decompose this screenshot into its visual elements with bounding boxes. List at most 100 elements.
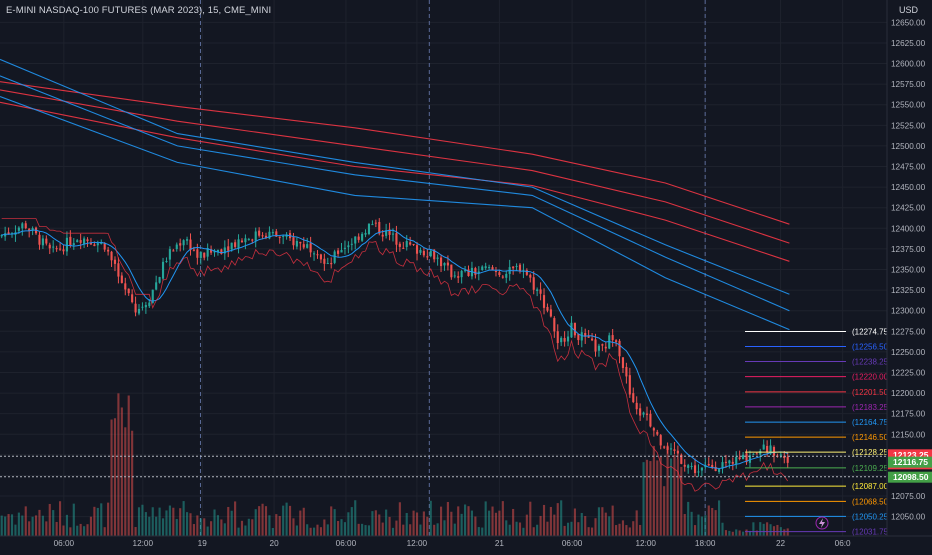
- price-tick-label: 12375.00: [891, 245, 926, 254]
- candle-body: [573, 322, 576, 336]
- volume-bar: [319, 527, 322, 536]
- candle-body: [632, 393, 635, 403]
- candle-body: [275, 231, 278, 237]
- volume-bar: [89, 516, 93, 536]
- candle-body: [494, 271, 498, 273]
- volume-bar: [62, 525, 65, 536]
- volume-bar: [295, 525, 298, 536]
- volume-bar: [560, 500, 563, 536]
- level-label: (12183.25): [852, 403, 891, 412]
- price-tick-label: 12425.00: [891, 204, 926, 213]
- volume-bar: [512, 508, 515, 536]
- volume-bar: [124, 427, 127, 536]
- candle-body: [549, 309, 552, 317]
- candle-body: [680, 454, 683, 464]
- candle-body: [83, 238, 86, 245]
- volume-bar: [264, 506, 268, 536]
- volume-bar: [549, 506, 552, 536]
- volume-bar: [546, 521, 549, 536]
- candle-body: [343, 247, 347, 249]
- volume-bar: [41, 515, 44, 536]
- volume-bar: [611, 505, 614, 536]
- volume-bar: [515, 521, 518, 536]
- level-label: (12087.00): [852, 482, 891, 491]
- level-label: (12201.50): [852, 388, 891, 397]
- price-tick-label: 12250.00: [891, 348, 926, 357]
- candle-body: [457, 276, 460, 278]
- candle-body: [460, 270, 463, 278]
- volume-bar: [628, 527, 631, 536]
- volume-bar: [288, 505, 292, 536]
- candle-body: [518, 264, 522, 271]
- candle-body: [69, 236, 72, 246]
- volume-bar: [405, 513, 408, 536]
- moving-average-line: [0, 58, 790, 295]
- candle-body: [261, 235, 264, 237]
- candle-body: [55, 248, 58, 250]
- volume-bar: [31, 516, 34, 536]
- level-label: (12274.75): [852, 327, 891, 336]
- volume-bar: [477, 527, 480, 536]
- candle-body: [491, 267, 494, 271]
- volume-bar: [419, 524, 422, 536]
- candle-body: [391, 233, 395, 235]
- candle-body: [597, 345, 601, 351]
- volume-bar: [271, 527, 274, 536]
- candle-body: [227, 246, 230, 251]
- candle-body: [615, 340, 618, 342]
- candle-body: [158, 277, 161, 283]
- volume-bar: [347, 512, 350, 536]
- candle-body: [652, 428, 655, 431]
- volume-bar: [608, 516, 611, 536]
- volume-bar: [422, 511, 425, 536]
- candle-body: [570, 322, 573, 338]
- volume-bar: [669, 458, 673, 536]
- candle-body: [148, 302, 151, 307]
- volume-bar: [615, 525, 618, 536]
- currency-label[interactable]: USD: [899, 5, 919, 15]
- price-tag-value: 12123.25: [893, 450, 929, 460]
- price-tick-label: 12225.00: [891, 368, 926, 377]
- candle-body: [124, 283, 127, 290]
- volume-bar: [0, 515, 3, 536]
- price-tick-label: 12525.00: [891, 121, 926, 130]
- volume-bar: [182, 501, 185, 536]
- candle-body: [745, 453, 748, 463]
- time-tick-label: 06:0: [835, 539, 851, 548]
- candle-body: [529, 274, 532, 278]
- candle-body: [337, 250, 340, 254]
- volume-bar: [165, 510, 168, 536]
- fast-ma-line: [1, 229, 788, 470]
- volume-bar: [223, 523, 226, 536]
- volume-bar: [584, 516, 587, 536]
- candle-body: [676, 450, 679, 454]
- symbol-title[interactable]: E-MINI NASDAQ-100 FUTURES (MAR 2023), 15…: [6, 5, 272, 16]
- price-tag-value: 12116.75: [893, 457, 928, 467]
- candle-body: [645, 413, 649, 415]
- candle-body: [45, 238, 48, 244]
- volume-bar: [21, 515, 24, 536]
- volume-bar: [172, 507, 175, 536]
- price-tag-value: 12098.50: [893, 472, 929, 482]
- candle-body: [433, 249, 436, 260]
- candle-body: [210, 249, 213, 253]
- candle-body: [604, 346, 607, 349]
- candle-body: [21, 223, 24, 229]
- candle-body: [330, 263, 333, 265]
- volume-bar: [426, 516, 429, 536]
- volume-bar: [199, 518, 202, 536]
- volume-bar: [282, 505, 285, 536]
- volume-bar: [532, 527, 535, 536]
- volume-bar: [65, 514, 68, 536]
- candle-body: [587, 336, 590, 338]
- volume-bar: [470, 510, 474, 536]
- candle-body: [542, 295, 546, 308]
- volume-bar: [213, 509, 216, 536]
- moving-average-line: [0, 81, 790, 225]
- volume-bar: [755, 530, 758, 536]
- volume-bar: [93, 506, 96, 536]
- volume-bar: [762, 523, 765, 536]
- volume-bar: [385, 509, 388, 536]
